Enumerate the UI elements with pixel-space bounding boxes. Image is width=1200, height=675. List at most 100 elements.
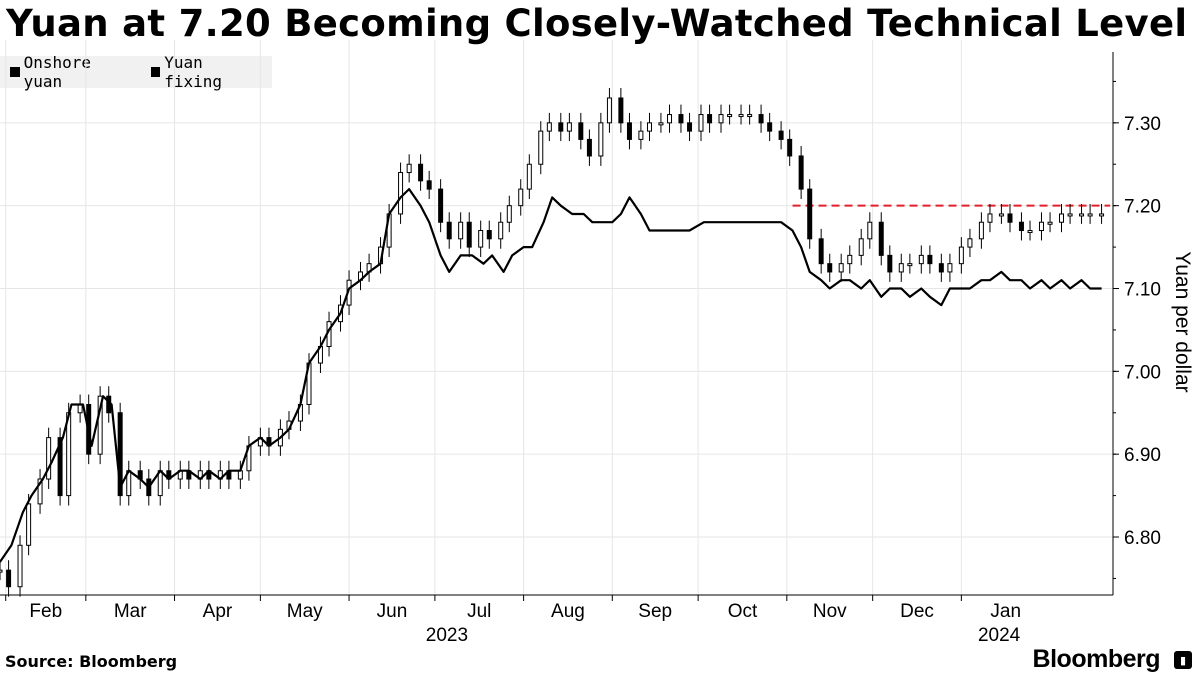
onshore-candle bbox=[506, 205, 512, 223]
x-month-label: Oct bbox=[728, 601, 758, 622]
onshore-candle bbox=[947, 263, 953, 273]
onshore-candle bbox=[117, 412, 123, 497]
onshore-candle bbox=[1027, 230, 1033, 234]
onshore-candle bbox=[698, 114, 704, 132]
onshore-candle bbox=[598, 122, 604, 157]
legend-swatch-fixing bbox=[150, 67, 161, 77]
x-month-label: Apr bbox=[203, 601, 233, 622]
onshore-candle bbox=[498, 221, 504, 240]
y-tick-label: 7.00 bbox=[1124, 362, 1161, 383]
onshore-candle bbox=[0, 569, 3, 573]
x-month-label: Jan bbox=[990, 601, 1021, 622]
onshore-candle bbox=[538, 130, 544, 165]
y-tick-label: 6.80 bbox=[1124, 528, 1161, 549]
onshore-candle bbox=[887, 254, 893, 273]
onshore-candle bbox=[586, 138, 592, 157]
onshore-candle bbox=[626, 122, 632, 140]
onshore-candle bbox=[518, 188, 524, 207]
onshore-candle bbox=[618, 97, 624, 124]
onshore-candle bbox=[798, 155, 804, 190]
onshore-candle bbox=[1007, 213, 1013, 223]
onshore-candle bbox=[747, 114, 753, 118]
onshore-candle bbox=[718, 114, 724, 124]
onshore-candle bbox=[1058, 213, 1064, 223]
onshore-candle bbox=[978, 221, 984, 240]
series-layer bbox=[0, 88, 1105, 597]
onshore-candle bbox=[907, 263, 913, 267]
onshore-candle bbox=[638, 130, 644, 140]
onshore-candle bbox=[758, 114, 764, 124]
onshore-candle bbox=[827, 263, 833, 273]
onshore-candle bbox=[998, 213, 1004, 217]
onshore-candle bbox=[847, 254, 853, 265]
onshore-candle bbox=[967, 238, 973, 248]
onshore-candle bbox=[687, 122, 693, 132]
x-month-label: Dec bbox=[900, 601, 934, 622]
onshore-candle bbox=[1087, 213, 1093, 217]
onshore-candle bbox=[97, 395, 103, 455]
legend-swatch-onshore bbox=[10, 67, 20, 77]
x-month-label: Sep bbox=[638, 601, 672, 622]
onshore-candle bbox=[546, 122, 552, 132]
onshore-candle bbox=[1079, 213, 1085, 217]
brand-logo: Bloomberg bbox=[1032, 645, 1161, 673]
onshore-candle bbox=[466, 221, 472, 248]
onshore-candle bbox=[838, 263, 844, 273]
onshore-candle bbox=[406, 163, 412, 174]
onshore-candle bbox=[77, 403, 83, 414]
onshore-candle bbox=[1038, 221, 1044, 232]
onshore-candle bbox=[818, 238, 824, 265]
onshore-candle bbox=[727, 114, 733, 118]
legend-label-onshore: Onshore yuan bbox=[23, 53, 92, 91]
onshore-candle bbox=[418, 163, 424, 182]
onshore-candle bbox=[918, 254, 924, 265]
legend-item-onshore[interactable]: Onshore yuan bbox=[10, 53, 135, 91]
onshore-candle bbox=[658, 122, 664, 126]
onshore-candle bbox=[446, 221, 452, 240]
onshore-candle bbox=[787, 138, 793, 157]
onshore-candle bbox=[987, 213, 993, 223]
x-month-label: Feb bbox=[29, 601, 62, 622]
onshore-candle bbox=[667, 114, 673, 124]
onshore-candle bbox=[237, 470, 243, 480]
onshore-candle bbox=[566, 122, 572, 132]
legend: Onshore yuan Yuan fixing bbox=[0, 53, 272, 91]
onshore-candle bbox=[858, 238, 864, 256]
y-tick-label: 7.20 bbox=[1124, 197, 1161, 218]
onshore-candle bbox=[1018, 221, 1024, 232]
onshore-candle bbox=[898, 263, 904, 273]
bloomberg-mark-icon: ▮ bbox=[1174, 651, 1192, 669]
onshore-candle bbox=[478, 230, 484, 248]
x-month-label: May bbox=[287, 601, 323, 622]
onshore-candle bbox=[458, 221, 464, 240]
grid-layer bbox=[0, 40, 1113, 595]
chart-title: Yuan at 7.20 Becoming Closely-Watched Te… bbox=[6, 2, 1188, 45]
onshore-candle bbox=[778, 130, 784, 140]
onshore-candle bbox=[6, 569, 12, 588]
y-tick-label: 7.10 bbox=[1124, 280, 1161, 301]
onshore-candle bbox=[398, 172, 404, 215]
onshore-candle bbox=[486, 230, 492, 240]
onshore-candle bbox=[646, 122, 652, 132]
onshore-candle bbox=[767, 122, 773, 132]
legend-item-fixing[interactable]: Yuan fixing bbox=[150, 53, 266, 91]
onshore-candle bbox=[738, 114, 744, 118]
onshore-candle bbox=[878, 221, 884, 256]
onshore-candle bbox=[1099, 213, 1105, 217]
onshore-candle bbox=[707, 114, 713, 124]
onshore-candle bbox=[958, 246, 964, 265]
onshore-candle bbox=[57, 437, 63, 497]
onshore-candle bbox=[678, 114, 684, 124]
x-month-label: Jun bbox=[377, 601, 408, 622]
onshore-candle bbox=[606, 97, 612, 124]
x-month-label: Nov bbox=[813, 601, 847, 622]
onshore-candle bbox=[1067, 213, 1073, 217]
x-month-label: Aug bbox=[551, 601, 585, 622]
onshore-candle bbox=[558, 122, 564, 132]
x-year-label: 2024 bbox=[978, 625, 1021, 646]
onshore-candle bbox=[867, 221, 873, 240]
onshore-candle bbox=[66, 412, 72, 497]
y-axis-label: Yuan per dollar bbox=[1171, 251, 1194, 392]
onshore-candle bbox=[578, 122, 584, 140]
